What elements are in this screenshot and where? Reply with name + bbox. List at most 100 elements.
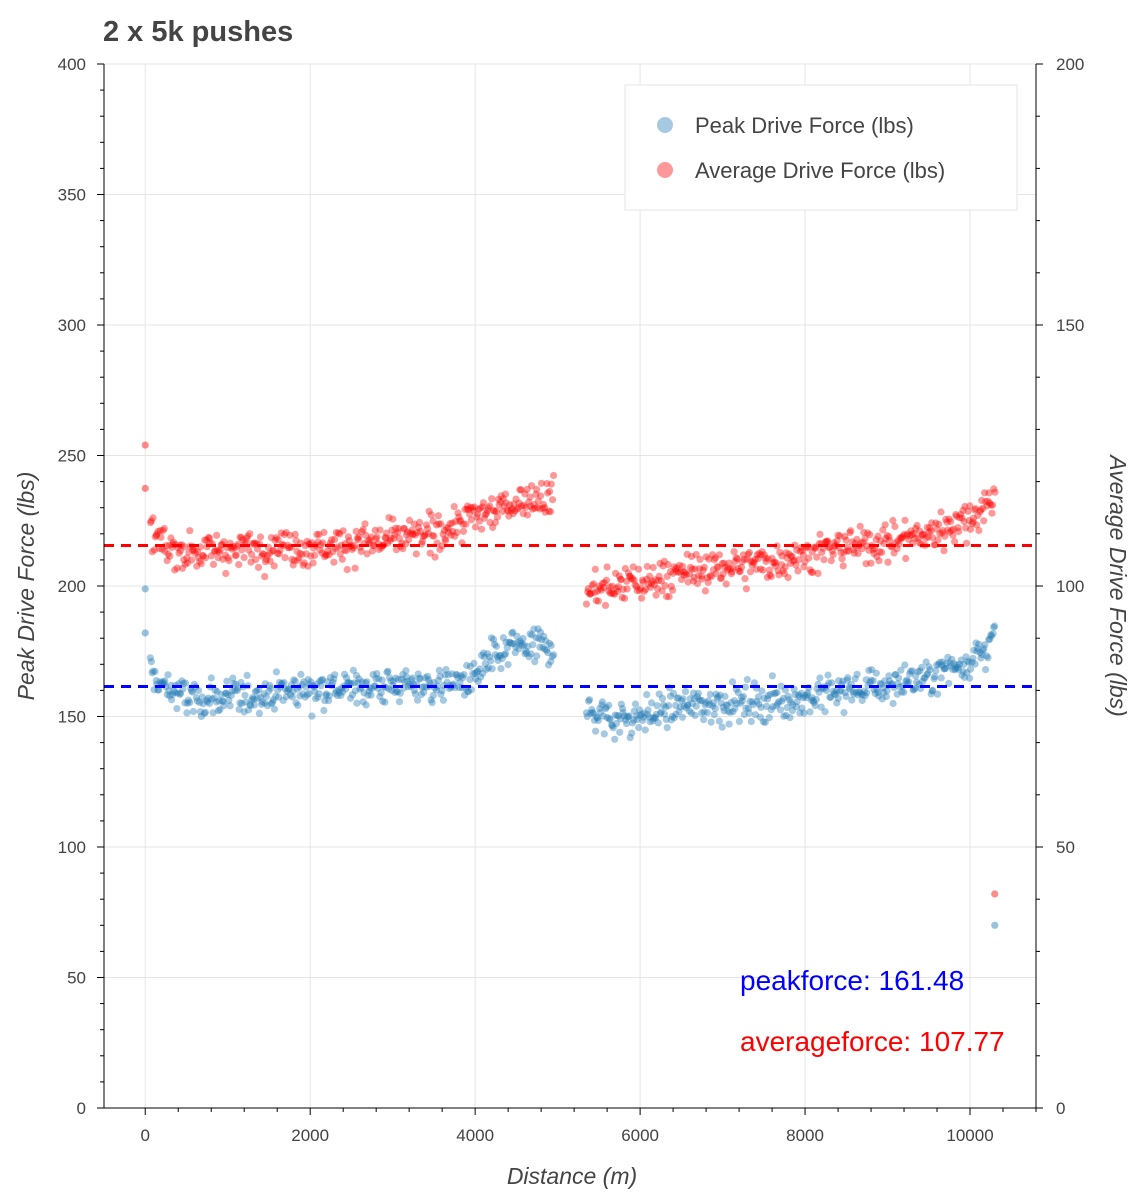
data-point bbox=[435, 666, 443, 674]
data-point bbox=[975, 526, 983, 535]
data-point bbox=[168, 696, 176, 704]
data-point bbox=[719, 570, 727, 578]
data-point bbox=[704, 578, 712, 586]
data-point bbox=[801, 558, 809, 566]
data-point bbox=[460, 671, 468, 679]
data-point bbox=[497, 665, 505, 673]
data-point bbox=[421, 531, 429, 539]
data-point bbox=[329, 679, 337, 687]
data-point bbox=[141, 484, 149, 492]
data-point bbox=[501, 650, 510, 658]
data-point bbox=[937, 508, 945, 516]
data-point bbox=[291, 677, 299, 685]
data-point bbox=[763, 573, 772, 581]
data-point bbox=[791, 541, 799, 549]
data-point bbox=[758, 548, 766, 556]
data-point bbox=[912, 672, 920, 680]
data-point bbox=[673, 694, 681, 703]
data-point bbox=[635, 724, 643, 732]
data-point bbox=[382, 534, 390, 542]
data-point bbox=[318, 675, 327, 684]
data-point bbox=[502, 638, 510, 646]
data-point bbox=[234, 540, 242, 548]
data-point bbox=[776, 706, 785, 714]
data-point bbox=[362, 701, 370, 709]
data-point bbox=[884, 558, 892, 566]
data-point bbox=[294, 701, 302, 709]
data-point bbox=[754, 693, 763, 701]
data-point bbox=[593, 714, 601, 722]
data-point bbox=[595, 582, 603, 590]
data-point bbox=[159, 526, 167, 535]
data-point bbox=[757, 551, 765, 559]
data-point bbox=[148, 669, 156, 677]
data-point bbox=[274, 693, 283, 701]
data-point bbox=[250, 695, 258, 703]
data-point bbox=[181, 560, 189, 568]
data-point bbox=[681, 568, 689, 577]
data-point bbox=[901, 661, 909, 669]
data-point bbox=[685, 707, 694, 715]
data-point bbox=[776, 548, 784, 556]
legend-label: Peak Drive Force (lbs) bbox=[695, 113, 914, 138]
data-point bbox=[348, 691, 357, 699]
data-point bbox=[176, 547, 184, 555]
data-point bbox=[883, 687, 891, 695]
data-point bbox=[762, 557, 770, 566]
data-point bbox=[459, 674, 467, 682]
data-point bbox=[882, 693, 890, 701]
data-point bbox=[895, 540, 903, 548]
data-point bbox=[653, 702, 661, 710]
data-point bbox=[250, 540, 258, 548]
data-point bbox=[487, 634, 495, 642]
data-point bbox=[625, 572, 634, 580]
data-point bbox=[885, 533, 893, 541]
data-point bbox=[640, 709, 648, 717]
data-point bbox=[466, 510, 474, 518]
data-point bbox=[796, 709, 804, 717]
data-point bbox=[839, 562, 847, 570]
data-point bbox=[345, 679, 354, 687]
data-point bbox=[679, 695, 687, 703]
data-point bbox=[974, 511, 982, 519]
data-point bbox=[204, 694, 212, 702]
data-point bbox=[955, 514, 964, 522]
data-point bbox=[963, 669, 971, 677]
data-point bbox=[286, 531, 294, 539]
data-point bbox=[989, 630, 997, 638]
data-point bbox=[299, 690, 307, 698]
data-point bbox=[789, 701, 797, 709]
data-point bbox=[550, 651, 558, 659]
data-point bbox=[741, 683, 749, 691]
data-point bbox=[967, 525, 975, 533]
data-point bbox=[763, 695, 772, 703]
data-point bbox=[277, 529, 285, 537]
data-point bbox=[924, 669, 932, 678]
data-point bbox=[672, 567, 681, 576]
data-point bbox=[222, 569, 230, 578]
data-point bbox=[538, 636, 546, 644]
data-point bbox=[609, 724, 617, 732]
data-point bbox=[417, 690, 425, 699]
data-point bbox=[908, 530, 916, 539]
data-point bbox=[536, 505, 544, 513]
data-point bbox=[308, 712, 316, 720]
data-point bbox=[944, 653, 952, 661]
data-point bbox=[402, 540, 410, 548]
data-point bbox=[840, 548, 848, 556]
data-point bbox=[853, 670, 861, 678]
data-point bbox=[386, 536, 394, 545]
data-point bbox=[251, 688, 259, 696]
data-point bbox=[612, 569, 620, 577]
data-point bbox=[655, 572, 663, 580]
data-point bbox=[880, 539, 888, 548]
data-point bbox=[686, 563, 695, 572]
data-point bbox=[807, 568, 815, 576]
data-point bbox=[794, 567, 802, 575]
data-point bbox=[663, 724, 671, 732]
data-point bbox=[594, 597, 603, 605]
data-point bbox=[947, 662, 955, 670]
data-point bbox=[364, 537, 372, 545]
data-point bbox=[433, 682, 441, 690]
data-point bbox=[619, 585, 627, 594]
